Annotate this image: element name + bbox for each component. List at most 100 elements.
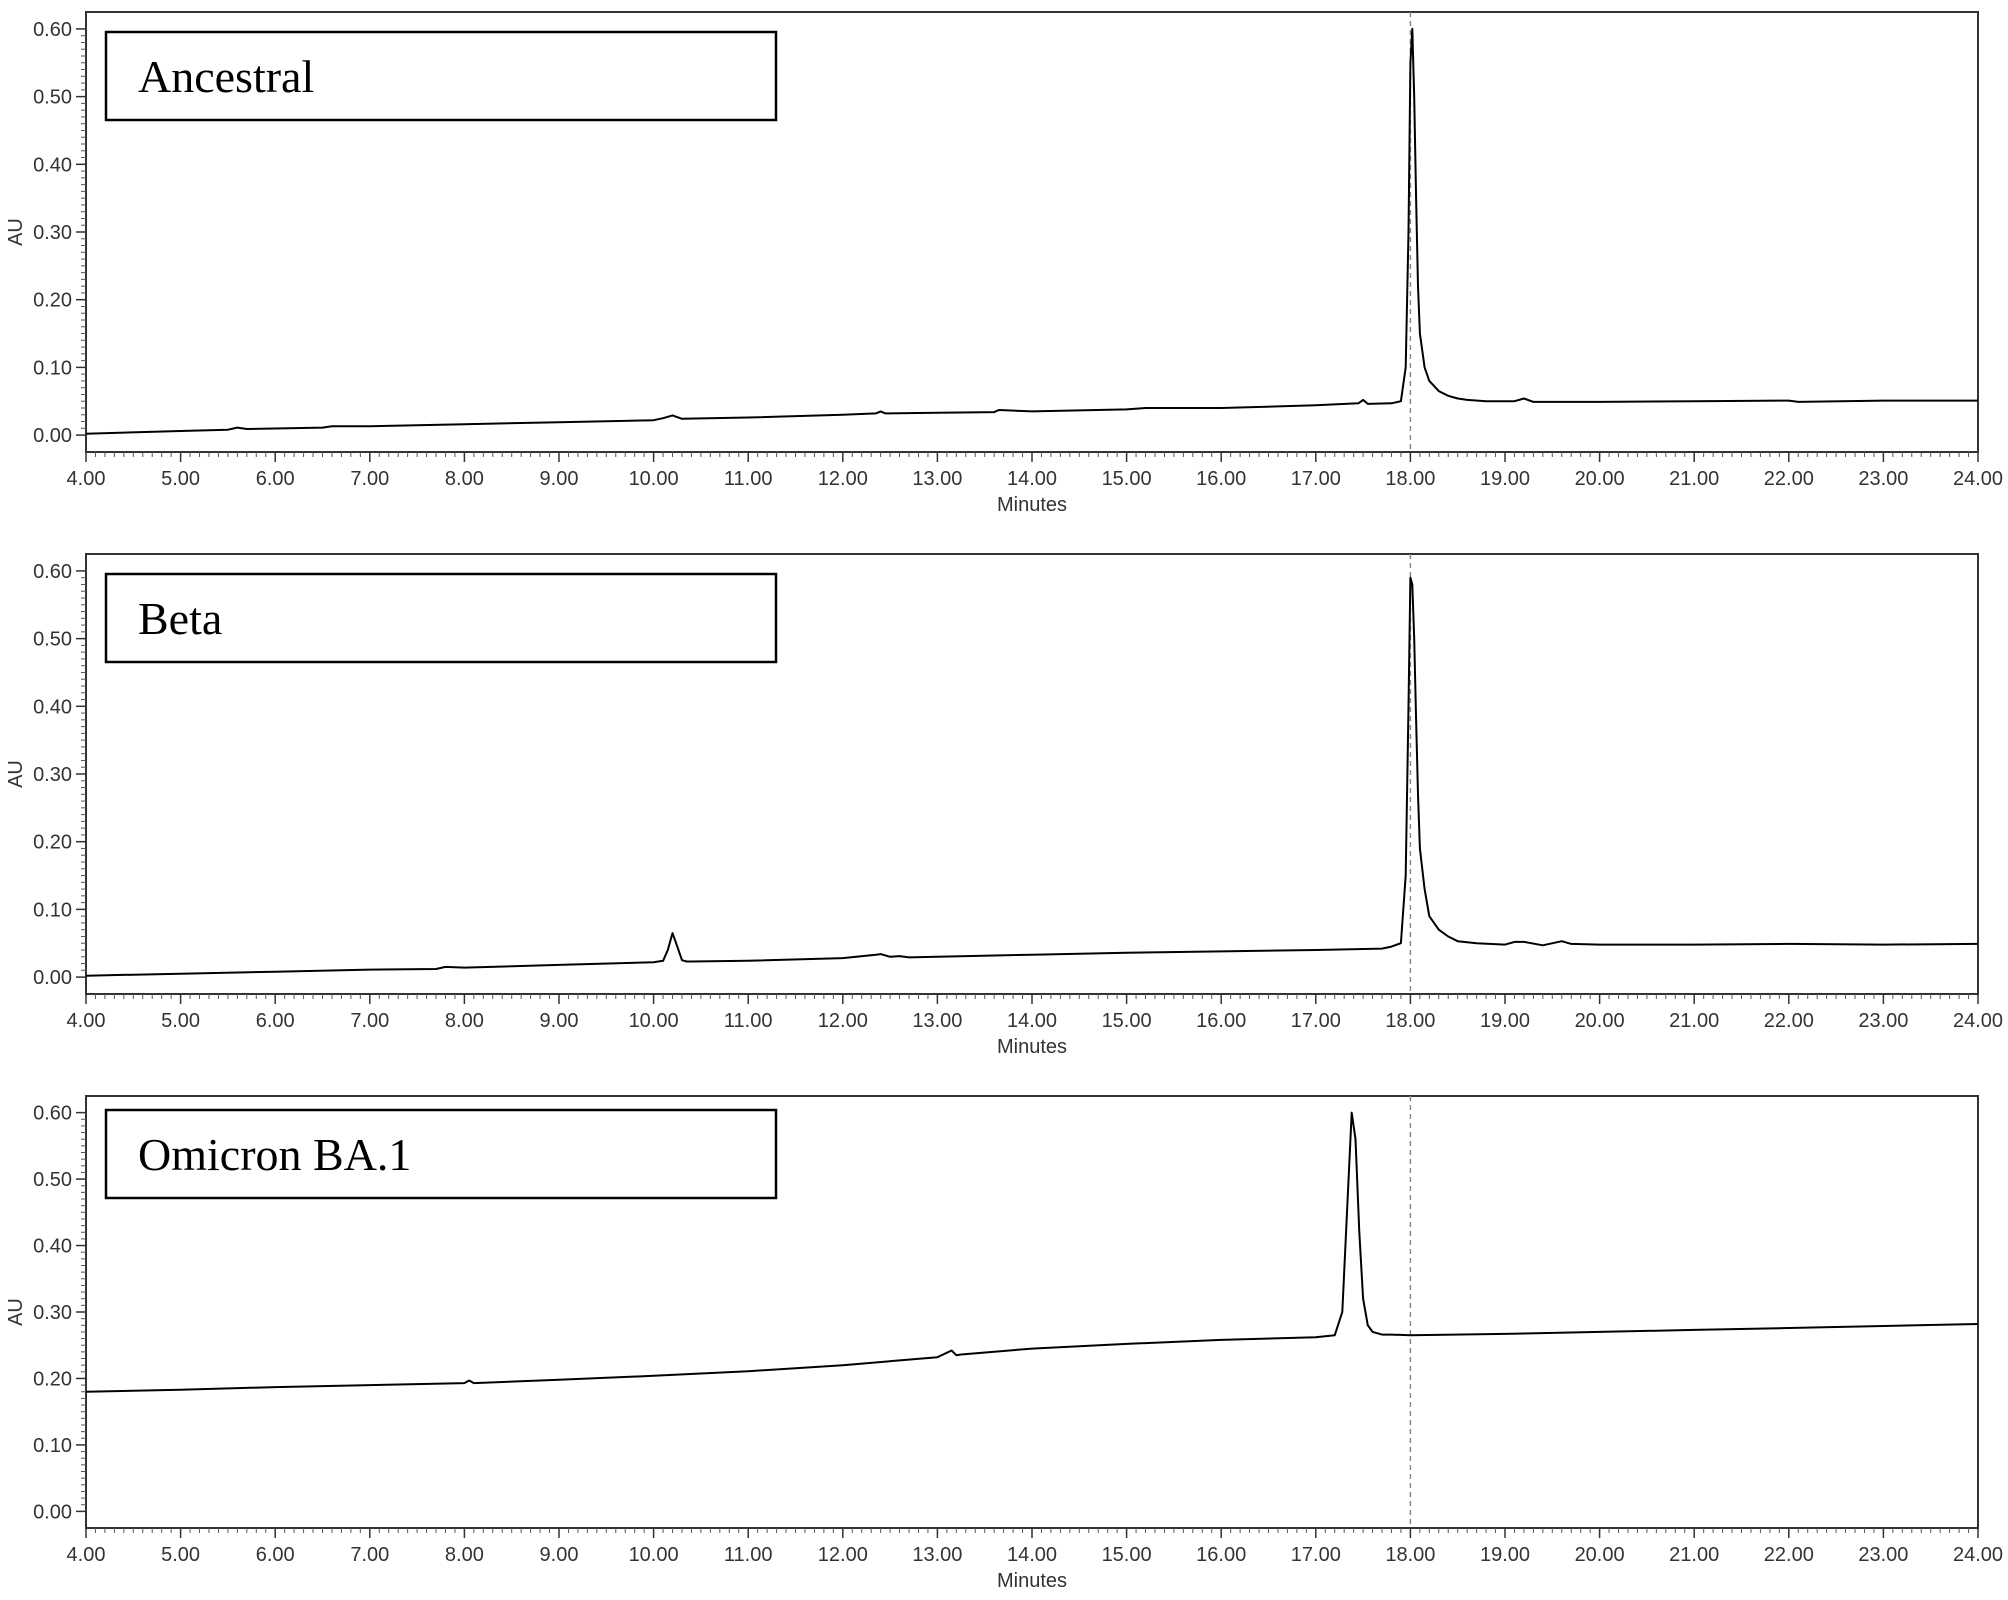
x-tick-label: 17.00 <box>1291 1544 1341 1566</box>
x-tick-label: 16.00 <box>1196 1544 1246 1566</box>
x-tick-label: 19.00 <box>1480 1544 1530 1566</box>
x-tick-label: 5.00 <box>161 1010 200 1032</box>
y-tick-label: 0.00 <box>33 425 72 447</box>
x-tick-label: 12.00 <box>818 1010 868 1032</box>
y-tick-label: 0.10 <box>33 357 72 379</box>
y-axis-title: AU <box>5 218 27 246</box>
x-tick-label: 10.00 <box>629 1544 679 1566</box>
x-tick-label: 23.00 <box>1858 1010 1908 1032</box>
x-tick-label: 12.00 <box>818 1544 868 1566</box>
chart-panel-3: 4.00 5.00 6.00 7.00 8.00 9.00 10.00 11.00 12.00 1… <box>5 1095 2003 1592</box>
x-tick-label: 11.00 <box>724 1544 773 1566</box>
x-tick-label: 13.00 <box>912 1544 962 1566</box>
y-tick-label: 0.20 <box>33 290 72 312</box>
y-tick-label: 0.50 <box>33 629 72 651</box>
x-tick-label: 8.00 <box>445 1544 484 1566</box>
x-tick-label: 13.00 <box>912 1010 962 1032</box>
y-axis-title: AU <box>5 1298 27 1326</box>
panel-label-box <box>104 572 778 664</box>
y-tick-label: 0.60 <box>33 19 72 41</box>
panel-label: Ancestral <box>138 51 314 102</box>
panel-label-box <box>104 1108 778 1200</box>
x-tick-label: 23.00 <box>1858 468 1908 490</box>
x-tick-label: 9.00 <box>540 468 579 490</box>
x-tick-label: 11.00 <box>724 468 773 490</box>
x-tick-label: 8.00 <box>445 1010 484 1032</box>
x-tick-label: 21.00 <box>1669 1010 1719 1032</box>
x-tick-label: 19.00 <box>1480 468 1530 490</box>
x-tick-label: 10.00 <box>629 468 679 490</box>
series-line-1 <box>85 1111 1979 1393</box>
x-tick-label: 24.00 <box>1953 468 2003 490</box>
x-tick-label: 24.00 <box>1953 1010 2003 1032</box>
x-tick-label: 10.00 <box>629 1010 679 1032</box>
y-tick-label: 0.20 <box>33 1368 72 1390</box>
y-tick-label: 0.50 <box>33 87 72 109</box>
x-tick-label: 5.00 <box>161 1544 200 1566</box>
x-tick-label: 6.00 <box>256 468 295 490</box>
x-tick-label: 4.00 <box>67 468 106 490</box>
y-tick-label: 0.40 <box>33 1236 72 1258</box>
y-tick-label: 0.30 <box>33 1302 72 1324</box>
x-tick-label: 16.00 <box>1196 1010 1246 1032</box>
x-tick-label: 21.00 <box>1669 468 1719 490</box>
x-tick-label: 22.00 <box>1764 468 1814 490</box>
x-tick-label: 7.00 <box>350 468 389 490</box>
x-tick-label: 23.00 <box>1858 1544 1908 1566</box>
x-tick-label: 16.00 <box>1196 468 1246 490</box>
y-tick-label: 0.10 <box>33 1435 72 1457</box>
x-tick-label: 20.00 <box>1575 1544 1625 1566</box>
x-tick-label: 9.00 <box>540 1010 579 1032</box>
x-axis-title: Minutes <box>997 1570 1067 1592</box>
x-tick-label: 15.00 <box>1102 1544 1152 1566</box>
panel-label-box <box>104 30 778 122</box>
x-tick-label: 17.00 <box>1291 1010 1341 1032</box>
y-tick-label: 0.30 <box>33 764 72 786</box>
x-tick-label: 20.00 <box>1575 1010 1625 1032</box>
y-tick-label: 0.40 <box>33 696 72 718</box>
chart-panel-2: 4.00 5.00 6.00 7.00 8.00 9.00 10.00 11.00 12.00 1… <box>5 553 2003 1058</box>
x-tick-label: 17.00 <box>1291 468 1341 490</box>
y-tick-label: 0.00 <box>33 967 72 989</box>
x-tick-label: 15.00 <box>1102 468 1152 490</box>
x-tick-label: 18.00 <box>1385 468 1435 490</box>
series-line-1 <box>85 27 1978 435</box>
x-tick-label: 12.00 <box>818 468 868 490</box>
x-tick-label: 14.00 <box>1007 1544 1057 1566</box>
x-tick-label: 24.00 <box>1953 1544 2003 1566</box>
x-axis-title: Minutes <box>997 1036 1067 1058</box>
x-tick-label: 19.00 <box>1480 1010 1530 1032</box>
chart-panel-1: 4.00 5.00 6.00 7.00 8.00 9.00 10.00 11.00 12.00 1… <box>5 11 2003 516</box>
x-tick-label: 13.00 <box>912 468 962 490</box>
series-line-1 <box>85 576 1979 977</box>
x-tick-label: 15.00 <box>1102 1010 1152 1032</box>
y-tick-label: 0.60 <box>33 561 72 583</box>
y-tick-label: 0.20 <box>33 832 72 854</box>
x-tick-label: 22.00 <box>1764 1544 1814 1566</box>
x-tick-label: 6.00 <box>256 1544 295 1566</box>
y-tick-label: 0.40 <box>33 154 72 176</box>
x-axis-title: Minutes <box>997 494 1067 516</box>
y-tick-label: 0.10 <box>33 899 72 921</box>
x-tick-label: 7.00 <box>350 1010 389 1032</box>
panel-label: Beta <box>138 593 222 644</box>
x-tick-label: 7.00 <box>350 1544 389 1566</box>
x-tick-label: 4.00 <box>67 1010 106 1032</box>
x-tick-label: 4.00 <box>67 1544 106 1566</box>
panel-label: Omicron BA.1 <box>138 1129 411 1180</box>
y-tick-label: 0.00 <box>33 1501 72 1523</box>
x-tick-label: 11.00 <box>724 1010 773 1032</box>
x-tick-label: 21.00 <box>1669 1544 1719 1566</box>
y-tick-label: 0.50 <box>33 1169 72 1191</box>
x-tick-label: 6.00 <box>256 1010 295 1032</box>
x-tick-label: 8.00 <box>445 468 484 490</box>
x-tick-label: 9.00 <box>540 1544 579 1566</box>
x-tick-label: 22.00 <box>1764 1010 1814 1032</box>
x-tick-label: 18.00 <box>1385 1544 1435 1566</box>
y-tick-label: 0.30 <box>33 222 72 244</box>
y-tick-label: 0.60 <box>33 1103 72 1125</box>
y-axis-title: AU <box>5 760 27 788</box>
x-tick-label: 14.00 <box>1007 468 1057 490</box>
x-tick-label: 14.00 <box>1007 1010 1057 1032</box>
